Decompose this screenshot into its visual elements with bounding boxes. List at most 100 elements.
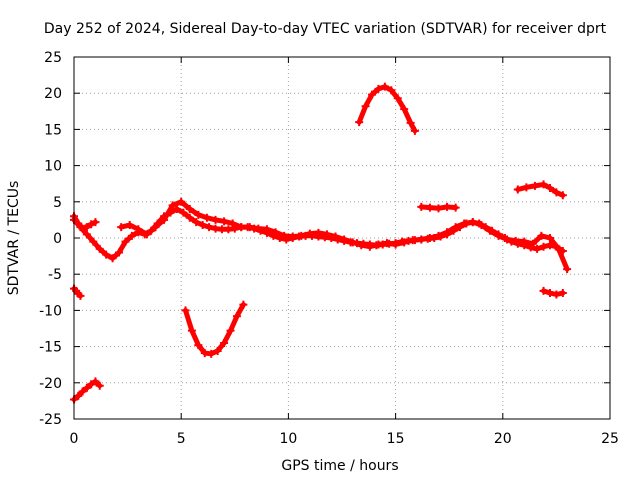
y-tick-label: -10 (39, 303, 62, 319)
data-point (168, 201, 177, 210)
x-tick-label: 5 (177, 431, 186, 447)
data-point (361, 102, 370, 111)
data-point (374, 84, 383, 93)
data-point (530, 181, 539, 190)
data-point (78, 387, 87, 396)
data-point (545, 184, 554, 193)
data-point (539, 286, 548, 295)
data-point (331, 232, 340, 241)
data-point (417, 235, 426, 244)
plot-frame (73, 56, 611, 420)
data-point (202, 213, 211, 222)
series-segment-e (355, 82, 419, 135)
data-point (477, 220, 486, 229)
data-point (434, 204, 443, 213)
data-point (468, 218, 477, 227)
data-point (226, 326, 235, 335)
y-tick-label: 15 (44, 122, 62, 138)
data-point (89, 237, 98, 246)
data-point (348, 238, 357, 247)
data-point (391, 240, 400, 249)
data-point (322, 230, 331, 239)
data-point (115, 248, 124, 257)
data-point (102, 250, 111, 259)
series-line (183, 302, 246, 357)
data-point (443, 228, 452, 237)
x-tick-label: 15 (387, 431, 405, 447)
data-point (177, 197, 186, 206)
y-tick-label: -25 (39, 412, 62, 428)
series-segment-a (70, 284, 85, 300)
data-point (387, 86, 396, 95)
plot-area (70, 82, 572, 404)
data-point (125, 220, 134, 229)
data-point (87, 380, 96, 389)
data-point (76, 291, 85, 300)
data-point (82, 230, 91, 239)
data-point (511, 236, 520, 245)
data-point (417, 202, 426, 211)
data-point (558, 191, 567, 200)
series-segment-h (539, 286, 567, 299)
data-point (82, 223, 91, 232)
data-point (134, 225, 143, 234)
data-point (74, 391, 83, 400)
data-point (340, 235, 349, 244)
data-point (127, 231, 136, 240)
data-point (280, 231, 289, 240)
y-tick-label: 0 (53, 231, 62, 247)
y-tick-label: 25 (44, 50, 62, 66)
data-point (539, 180, 548, 189)
data-point (74, 219, 83, 228)
data-point (288, 232, 297, 241)
y-tick-label: -5 (48, 267, 62, 283)
data-point (187, 326, 196, 335)
x-tick-label: 0 (70, 431, 79, 447)
data-point (237, 223, 246, 232)
series-line (71, 286, 83, 299)
series-line (356, 84, 418, 134)
data-point (262, 225, 271, 234)
data-point (503, 235, 512, 244)
data-point (425, 203, 434, 212)
data-point (513, 185, 522, 194)
x-tick-label: 25 (601, 431, 619, 447)
series-segment-d (181, 300, 248, 358)
series-segment-f (417, 202, 460, 213)
data-point (95, 381, 104, 390)
data-point (520, 237, 529, 246)
data-point (434, 231, 443, 240)
data-point (179, 208, 188, 217)
data-point (400, 238, 409, 247)
y-tick-label: 5 (53, 195, 62, 211)
data-point (185, 213, 194, 222)
data-point (220, 338, 229, 347)
data-point (563, 265, 572, 274)
data-point (528, 239, 537, 248)
data-point (545, 234, 554, 242)
data-point (207, 349, 216, 358)
data-point (408, 236, 417, 245)
data-point (194, 210, 203, 219)
data-point (185, 205, 194, 214)
data-point (368, 90, 377, 99)
data-point (254, 224, 263, 233)
data-point (271, 228, 280, 237)
data-point (239, 300, 248, 309)
data-point (425, 234, 434, 242)
data-point (545, 289, 554, 298)
data-point (552, 290, 561, 299)
chart-title: Day 252 of 2024, Sidereal Day-to-day VTE… (44, 21, 607, 37)
data-point (121, 237, 130, 246)
data-point (160, 215, 169, 224)
x-tick-label: 20 (494, 431, 512, 447)
data-point (406, 118, 415, 127)
data-point (198, 220, 207, 229)
data-point (232, 312, 241, 321)
data-point (245, 223, 254, 232)
y-tick-label: -15 (39, 340, 62, 356)
data-point (539, 242, 548, 251)
data-point (380, 82, 389, 91)
data-point (451, 203, 460, 212)
